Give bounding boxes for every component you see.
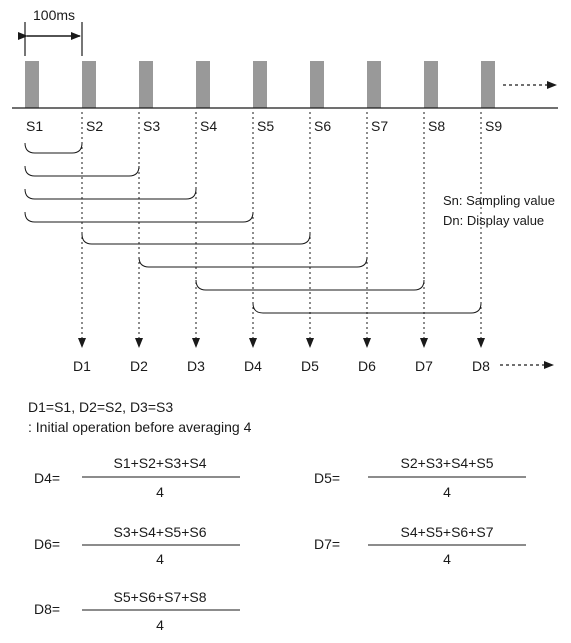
sampling-pulses	[25, 61, 495, 108]
sample-label: S6	[314, 118, 331, 134]
legend-sampling: Sn: Sampling value	[443, 193, 555, 208]
display-label: D6	[358, 358, 376, 374]
display-arrows	[78, 112, 485, 348]
sampling-pulse	[481, 61, 495, 108]
formula-d7: D7= S4+S5+S6+S7 4	[314, 524, 526, 567]
interval-label: 100ms	[33, 7, 75, 23]
window-bracket	[24, 188, 197, 200]
sample-labels: S1 S2 S3 S4 S5 S6 S7 S8 S9	[26, 118, 502, 134]
display-label: D5	[301, 358, 319, 374]
formula-lhs: D7=	[314, 536, 340, 552]
averaging-brackets	[24, 142, 482, 314]
window-bracket	[24, 211, 254, 223]
sample-label: S8	[428, 118, 445, 134]
sampling-pulse	[25, 61, 39, 108]
display-label: D2	[130, 358, 148, 374]
display-label: D4	[244, 358, 262, 374]
formula-denominator: 4	[443, 551, 451, 567]
display-label: D3	[187, 358, 205, 374]
formula-lhs: D8=	[34, 601, 60, 617]
window-bracket	[252, 302, 482, 314]
sample-label: S9	[485, 118, 502, 134]
formula-d8: D8= S5+S6+S7+S8 4	[34, 589, 240, 633]
formula-denominator: 4	[156, 484, 164, 500]
sampling-pulse	[253, 61, 267, 108]
formula-lhs: D5=	[314, 470, 340, 486]
formula-numerator: S5+S6+S7+S8	[113, 589, 206, 605]
display-label: D7	[415, 358, 433, 374]
legend-display: Dn: Display value	[443, 213, 544, 228]
sample-label: S1	[26, 118, 43, 134]
sampling-pulse	[139, 61, 153, 108]
formula-denominator: 4	[156, 617, 164, 633]
initial-values: D1=S1, D2=S2, D3=S3	[28, 399, 173, 415]
display-label: D8	[472, 358, 490, 374]
formula-numerator: S4+S5+S6+S7	[400, 524, 493, 540]
formula-d4: D4= S1+S2+S3+S4 4	[34, 455, 240, 500]
formula-denominator: 4	[156, 551, 164, 567]
sampling-pulse	[424, 61, 438, 108]
formula-numerator: S3+S4+S5+S6	[113, 524, 206, 540]
formula-d5: D5= S2+S3+S4+S5 4	[314, 455, 526, 500]
sample-label: S7	[371, 118, 388, 134]
window-bracket	[24, 165, 140, 177]
sample-label: S3	[143, 118, 160, 134]
window-bracket	[81, 233, 311, 245]
sample-label: S5	[257, 118, 274, 134]
formula-lhs: D4=	[34, 470, 60, 486]
display-labels: D1 D2 D3 D4 D5 D6 D7 D8	[73, 358, 490, 374]
display-label: D1	[73, 358, 91, 374]
window-bracket	[195, 279, 425, 291]
sampling-pulse	[196, 61, 210, 108]
sampling-pulse	[310, 61, 324, 108]
sampling-pulse	[82, 61, 96, 108]
initial-note: : Initial operation before averaging 4	[28, 419, 252, 435]
sampling-pulse	[367, 61, 381, 108]
sample-label: S2	[86, 118, 103, 134]
formula-d6: D6= S3+S4+S5+S6 4	[34, 524, 240, 567]
formula-numerator: S1+S2+S3+S4	[113, 455, 206, 471]
formula-lhs: D6=	[34, 536, 60, 552]
window-bracket	[24, 142, 83, 154]
sample-label: S4	[200, 118, 217, 134]
formula-denominator: 4	[443, 484, 451, 500]
formula-numerator: S2+S3+S4+S5	[400, 455, 493, 471]
window-bracket	[138, 256, 368, 268]
